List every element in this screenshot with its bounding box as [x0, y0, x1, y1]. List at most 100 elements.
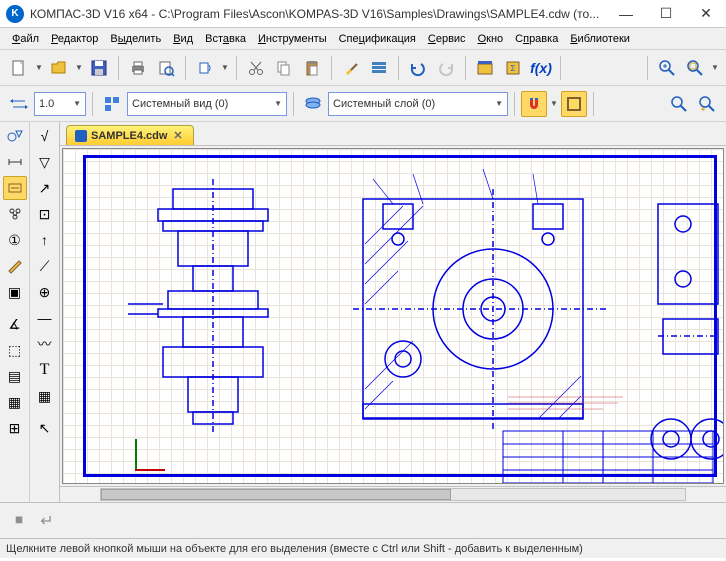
minimize-button[interactable]: —: [606, 2, 646, 26]
ortho-icon[interactable]: [561, 91, 587, 117]
view-toolbar: 1.0▼ Системный вид (0)▼ Системный слой (…: [0, 86, 726, 122]
menu-help[interactable]: Справка: [509, 30, 564, 48]
left-toolbar-1: ① ▣ ∡ ⬚ ▤ ▦ ⊞: [0, 122, 30, 502]
paste-icon[interactable]: [299, 55, 325, 81]
menu-editor[interactable]: Редактор: [45, 30, 104, 48]
spec-icon[interactable]: ▤: [3, 364, 27, 388]
arrow-icon[interactable]: ↑: [33, 228, 57, 252]
rotate-dropdown[interactable]: ▼: [220, 63, 230, 72]
brush-icon[interactable]: [338, 55, 364, 81]
build-icon[interactable]: [3, 202, 27, 226]
zoom-fit-icon[interactable]: [682, 55, 708, 81]
separator: [593, 92, 594, 116]
base-icon[interactable]: ▽: [33, 150, 57, 174]
zoom-pan-icon[interactable]: [694, 91, 720, 117]
zoom-dropdown[interactable]: ▼: [710, 63, 720, 72]
properties-icon[interactable]: [366, 55, 392, 81]
cut-icon[interactable]: [243, 55, 269, 81]
menu-view[interactable]: Вид: [167, 30, 199, 48]
menu-libraries[interactable]: Библиотеки: [564, 30, 636, 48]
print-icon[interactable]: [125, 55, 151, 81]
zoom-area-icon[interactable]: [666, 91, 692, 117]
views-icon[interactable]: [99, 91, 125, 117]
maximize-button[interactable]: ☐: [646, 2, 686, 26]
svg-text:Σ: Σ: [511, 64, 516, 73]
menu-bar: Файл Редактор Выделить Вид Вставка Инстр…: [0, 28, 726, 50]
tolerance-icon[interactable]: ⊡: [33, 202, 57, 226]
window-title: КОМПАС-3D V16 x64 - C:\Program Files\Asc…: [30, 7, 606, 21]
text-tool-icon[interactable]: Т: [33, 358, 57, 382]
menu-service[interactable]: Сервис: [422, 30, 472, 48]
scale-value: 1.0: [39, 98, 54, 110]
state-icon[interactable]: [6, 91, 32, 117]
designation-icon[interactable]: [3, 176, 27, 200]
cutline-icon[interactable]: ⟋: [33, 254, 57, 278]
menu-spec[interactable]: Спецификация: [333, 30, 422, 48]
axis-icon[interactable]: —: [33, 306, 57, 330]
library-mgr-icon[interactable]: [472, 55, 498, 81]
scale-combo[interactable]: 1.0▼: [34, 92, 86, 116]
open-dropdown[interactable]: ▼: [74, 63, 84, 72]
new-icon[interactable]: [6, 55, 32, 81]
menu-file[interactable]: Файл: [6, 30, 45, 48]
apply-icon[interactable]: ↵: [34, 508, 60, 534]
preview-icon[interactable]: [153, 55, 179, 81]
menu-tools[interactable]: Инструменты: [252, 30, 333, 48]
insert-icon[interactable]: ⊞: [3, 416, 27, 440]
layers-icon[interactable]: [300, 91, 326, 117]
geometry-icon[interactable]: [3, 124, 27, 148]
left-toolbar-2: √ ▽ ↗ ⊡ ↑ ⟋ ⊕ — 〰 Т ▦ ↖: [30, 122, 60, 502]
report-icon[interactable]: ▦: [3, 390, 27, 414]
layer-combo[interactable]: Системный слой (0)▼: [328, 92, 508, 116]
separator: [514, 92, 515, 116]
bottom-toolbar: ⏹ ↵: [0, 502, 726, 538]
copy-icon[interactable]: [271, 55, 297, 81]
horizontal-scrollbar[interactable]: [60, 486, 726, 502]
zoom-in-icon[interactable]: [654, 55, 680, 81]
open-icon[interactable]: [46, 55, 72, 81]
view-label: Системный вид (0): [132, 98, 228, 110]
menu-insert[interactable]: Вставка: [199, 30, 252, 48]
separator: [185, 56, 186, 80]
edit-icon[interactable]: [3, 254, 27, 278]
arrow2-icon[interactable]: ↖: [33, 416, 57, 440]
leader-icon[interactable]: ↗: [33, 176, 57, 200]
tab-sample4[interactable]: SAMPLE4.cdw ✕: [66, 125, 194, 145]
table-icon[interactable]: ▦: [33, 384, 57, 408]
separator: [465, 56, 466, 80]
status-text: Щелкните левой кнопкой мыши на объекте д…: [6, 543, 583, 555]
center-icon[interactable]: ⊕: [33, 280, 57, 304]
separator: [118, 56, 119, 80]
separator: [560, 56, 561, 80]
stop-icon[interactable]: ⏹: [6, 508, 32, 534]
select-icon[interactable]: ⬚: [3, 338, 27, 362]
menu-select[interactable]: Выделить: [104, 30, 167, 48]
new-dropdown[interactable]: ▼: [34, 63, 44, 72]
layer-label: Системный слой (0): [333, 98, 435, 110]
measure-icon[interactable]: ∡: [3, 312, 27, 336]
save-icon[interactable]: [86, 55, 112, 81]
redo-icon[interactable]: [433, 55, 459, 81]
magnet-icon[interactable]: [521, 91, 547, 117]
snap-dropdown[interactable]: ▼: [549, 99, 559, 108]
separator: [236, 56, 237, 80]
text-icon[interactable]: ①: [3, 228, 27, 252]
view-combo[interactable]: Системный вид (0)▼: [127, 92, 287, 116]
technical-drawing: [63, 149, 723, 484]
dimensions-icon[interactable]: [3, 150, 27, 174]
wavy-icon[interactable]: 〰: [33, 332, 57, 356]
params-icon[interactable]: ▣: [3, 280, 27, 304]
app-icon: K: [6, 5, 24, 23]
config-icon[interactable]: Σ: [500, 55, 526, 81]
close-button[interactable]: ✕: [686, 2, 726, 26]
doc-icon: [75, 130, 87, 142]
variables-icon[interactable]: f(x): [528, 55, 554, 81]
undo-icon[interactable]: [405, 55, 431, 81]
status-bar: Щелкните левой кнопкой мыши на объекте д…: [0, 538, 726, 558]
menu-window[interactable]: Окно: [472, 30, 510, 48]
tab-close-icon[interactable]: ✕: [171, 129, 184, 142]
roughness-icon[interactable]: √: [33, 124, 57, 148]
separator: [398, 56, 399, 80]
drawing-canvas[interactable]: [62, 148, 724, 484]
rotate-icon[interactable]: [192, 55, 218, 81]
